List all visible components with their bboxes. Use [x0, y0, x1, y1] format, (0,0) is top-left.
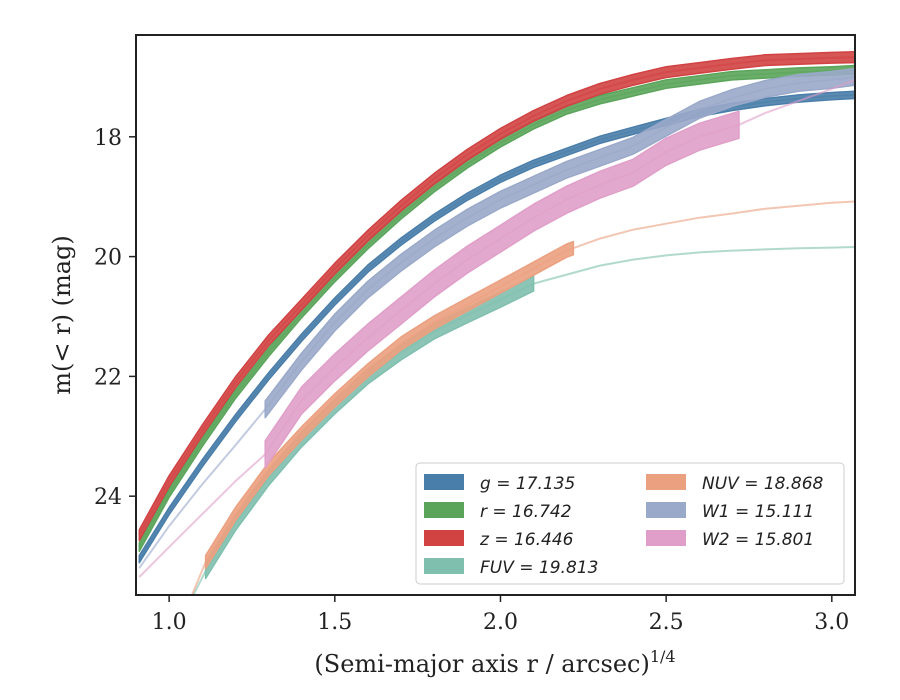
legend-label: z = 16.446: [479, 530, 574, 550]
legend-label: FUV = 19.813: [480, 558, 598, 578]
y-tick-label: 22: [94, 365, 122, 390]
y-tick-label: 24: [94, 485, 122, 510]
legend-item-w2: W2 = 15.801: [646, 530, 814, 550]
series-w2: [138, 78, 855, 578]
y-tick-label: 20: [94, 246, 122, 271]
plot-frame: [135, 34, 856, 596]
x-tick-label: 2.5: [649, 610, 684, 635]
x-axis-label: (Semi-major axis r / arcsec)1/4: [314, 647, 675, 678]
legend-box: [415, 462, 845, 585]
legend-item-fuv: FUV = 19.813: [424, 558, 598, 578]
series-nuv-band: [204, 240, 575, 570]
legend-label: g = 17.135: [480, 474, 575, 494]
legend-item-r: r = 16.742: [424, 502, 572, 522]
series-g: [138, 90, 855, 564]
legend-swatch: [646, 502, 686, 518]
legend-label: W2 = 15.801: [702, 530, 814, 550]
legend-label: NUV = 18.868: [702, 474, 824, 494]
series-z: [138, 51, 855, 542]
legend-label: r = 16.742: [480, 502, 572, 522]
legend-swatch: [424, 530, 464, 546]
x-axis-label-sup: 1/4: [650, 647, 676, 666]
series-layer: [138, 51, 855, 595]
y-tick-label: 18: [94, 126, 122, 151]
legend-item-z: z = 16.446: [424, 530, 574, 550]
series-g-band: [138, 90, 855, 564]
x-axis-label-main: (Semi-major axis r / arcsec): [314, 650, 649, 678]
legend-item-nuv: NUV = 18.868: [646, 474, 824, 494]
series-w1: [138, 67, 855, 569]
x-tick-label: 3.0: [814, 610, 849, 635]
series-nuv: [190, 200, 855, 595]
y-axis-label: m(< r) (mag): [48, 235, 76, 394]
ticks-layer: 1.0 1.5 2.0 2.5 3.0 18 20 22 24: [94, 126, 849, 635]
legend-item-w1: W1 = 15.111: [646, 502, 814, 522]
x-tick-label: 2.0: [483, 610, 518, 635]
x-tick-label: 1.0: [152, 610, 187, 635]
legend-item-g: g = 17.135: [424, 474, 575, 494]
legend: g = 17.135 r = 16.742 z = 16.446 FUV = 19.8…: [415, 462, 845, 585]
legend-swatch: [646, 474, 686, 490]
series-w1-band: [264, 67, 855, 419]
legend-swatch: [424, 502, 464, 518]
series-w2-band: [264, 110, 740, 469]
legend-label: W1 = 15.111: [702, 502, 814, 522]
x-tick-label: 1.5: [317, 610, 352, 635]
legend-swatch: [646, 530, 686, 546]
legend-swatch: [424, 558, 464, 574]
series-z-band: [138, 51, 855, 542]
legend-swatch: [424, 474, 464, 490]
